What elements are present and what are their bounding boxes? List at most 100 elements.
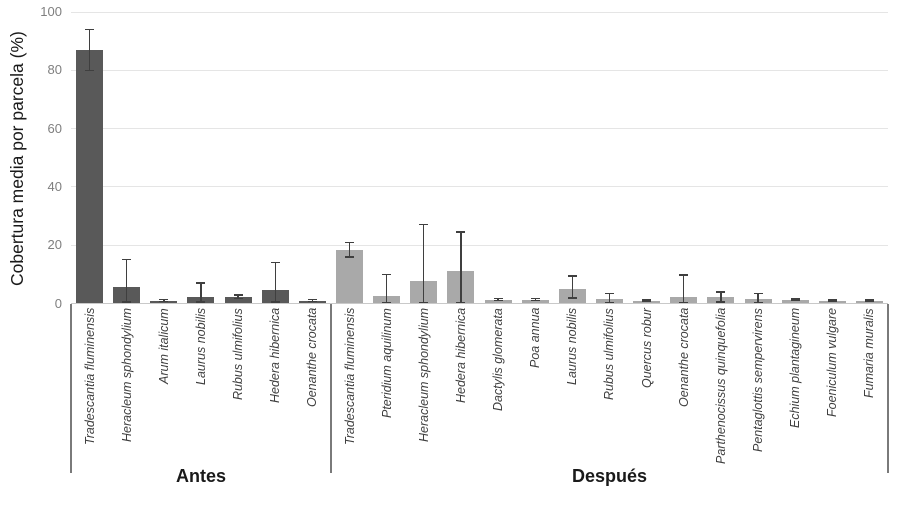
error-bar-cap-bottom [642, 301, 652, 303]
x-tick-label: Rubus ulmifolius [602, 308, 617, 400]
error-bar-line [683, 274, 685, 303]
x-tick-label: Arum italicum [156, 308, 171, 384]
gridline [71, 128, 888, 130]
x-tick-label: Parthenocissus quinquefolia [713, 308, 728, 465]
y-tick-label: 80 [47, 62, 62, 78]
bar [224, 296, 252, 304]
error-bar-line [423, 224, 425, 303]
bar [781, 299, 809, 304]
error-bar-cap-bottom [345, 256, 355, 258]
error-bar-line [497, 298, 499, 301]
x-tick-label: Rubus ulmifolius [231, 308, 246, 400]
y-axis-title: Cobertura media por parcela (%) [7, 31, 27, 287]
group-separator [329, 304, 332, 473]
x-tick-label: Foeniculum vulgare [825, 308, 840, 418]
x-tick-label: Hedera hibernica [268, 308, 283, 404]
error-bar-cap-bottom [604, 301, 614, 304]
gridline [71, 11, 888, 13]
error-bar-cap-bottom [122, 301, 132, 303]
error-bar-cap-bottom [716, 301, 726, 303]
group-label: Antes [175, 466, 226, 486]
error-bar-cap-top [456, 231, 466, 233]
error-bar-line [645, 300, 648, 302]
error-bar-line [237, 295, 239, 299]
error-bar-line [868, 300, 871, 302]
error-bar-line [534, 298, 536, 301]
gridline [71, 186, 888, 188]
error-bar-cap-top [790, 298, 800, 300]
error-bar-cap-top [679, 274, 689, 276]
error-bar-cap-top [196, 282, 206, 284]
error-bar-cap-top [493, 297, 503, 300]
error-bar-cap-top [567, 275, 577, 277]
error-bar-cap-top [233, 294, 243, 296]
y-tick-label: 40 [47, 178, 62, 194]
error-bar-cap-top [753, 292, 763, 295]
error-bar-line [126, 259, 128, 303]
x-tick-label: Pentaglottis sempervirens [751, 308, 766, 452]
error-bar-line [720, 291, 722, 303]
error-bar-cap-top [827, 299, 837, 301]
x-tick-label: Poa annua [528, 308, 543, 369]
error-bar-cap-top [419, 224, 429, 226]
error-bar-cap-top [270, 261, 280, 264]
error-bar-line [794, 298, 796, 301]
error-bar-cap-bottom [159, 301, 169, 303]
error-bar-line [460, 232, 462, 303]
x-tick-label: Heracleum sphondylium [416, 308, 431, 443]
error-bar-cap-bottom [85, 69, 95, 71]
error-bar-cap-bottom [196, 301, 206, 303]
error-bar-cap-bottom [233, 297, 243, 299]
error-bar-cap-top [604, 292, 614, 295]
error-bar-cap-top [307, 298, 317, 301]
error-bar-cap-bottom [753, 301, 763, 304]
group-separator [887, 304, 889, 473]
y-tick-label: 0 [54, 295, 62, 311]
y-tick-label: 60 [47, 120, 62, 136]
x-tick-label: Laurus nobilis [193, 308, 208, 386]
error-bar-cap-bottom [419, 301, 429, 304]
error-bar-cap-top [85, 28, 95, 31]
error-bar-cap-top [382, 273, 392, 276]
y-tick-label: 20 [47, 237, 62, 253]
x-tick-label: Fumaria muralis [862, 308, 877, 398]
x-tick-label: Tradescantia fluminensis [82, 308, 97, 446]
x-tick-label: Hedera hibernica [453, 308, 468, 404]
bar [76, 49, 104, 304]
error-bar-cap-top [530, 297, 540, 300]
error-bar-cap-top [864, 299, 874, 301]
error-bar-line [757, 293, 759, 303]
error-bar-cap-top [642, 299, 652, 301]
x-tick-label: Tradescantia fluminensis [342, 308, 357, 446]
group-label: Después [571, 466, 647, 486]
error-bar-cap-bottom [456, 301, 466, 304]
x-tick-label: Heracleum sphondylium [119, 308, 134, 443]
error-bar-line [608, 293, 611, 303]
bar [336, 249, 364, 304]
x-tick-label: Echium plantagineum [788, 308, 803, 429]
error-bar-line [274, 262, 276, 303]
error-bar-line [348, 242, 351, 257]
error-bar-line [831, 300, 833, 302]
error-bar-line [88, 29, 91, 71]
error-bar-line [311, 299, 314, 302]
x-tick-label: Quercus robur [639, 308, 654, 388]
error-bar-cap-bottom [864, 301, 874, 303]
error-bar-cap-top [159, 298, 169, 301]
error-bar-line [200, 283, 202, 303]
error-bar-cap-bottom [530, 299, 540, 302]
error-bar-cap-top [345, 241, 355, 243]
error-bar-cap-bottom [679, 301, 689, 304]
error-bar-cap-top [716, 291, 726, 293]
x-tick-label: Oenanthe crocata [305, 308, 320, 408]
bar [484, 299, 512, 304]
group-separator [70, 304, 72, 473]
error-bar-line [385, 274, 388, 303]
error-bar-line [163, 299, 165, 302]
error-bar-cap-bottom [790, 299, 800, 302]
x-tick-label: Laurus nobilis [565, 308, 580, 386]
gridline [71, 244, 888, 246]
error-bar-cap-bottom [493, 299, 503, 302]
error-bar-line [571, 276, 574, 298]
